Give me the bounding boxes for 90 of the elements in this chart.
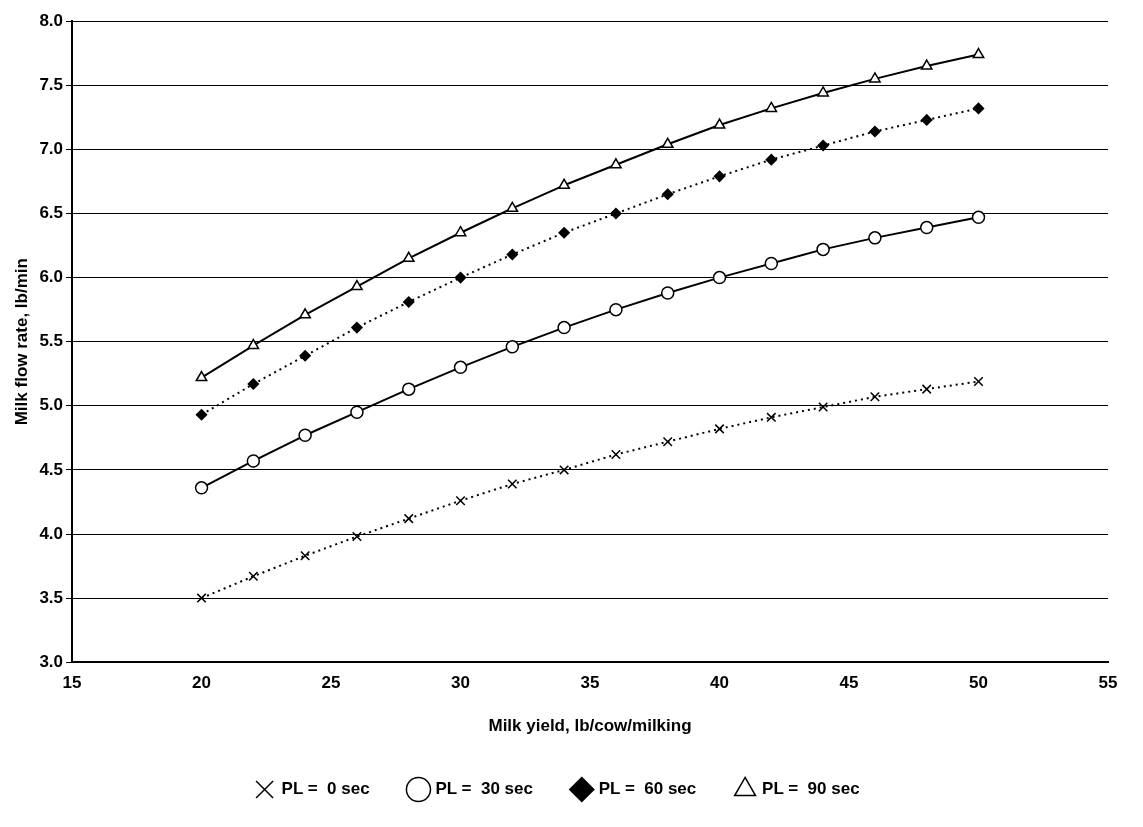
x-tick-label: 30 [451,673,470,693]
x-tick-label: 25 [321,673,341,693]
point [765,101,778,113]
point [403,513,414,524]
point [921,384,932,395]
x-tick-label: 55 [1098,673,1118,693]
point [764,256,779,271]
y-tick-label: 3.5 [39,587,64,607]
point [300,550,311,561]
point [299,350,311,362]
point [869,391,880,402]
point [920,59,933,70]
point [713,170,726,183]
y-axis-title: Milk flow rate, lb/min [11,258,31,426]
x-axis-title: Milk yield, lb/cow/milking [488,716,692,736]
point [557,320,571,335]
point [299,308,312,319]
y-tick-label: 3.0 [39,651,64,671]
point [351,321,363,334]
y-tick-label: 5.5 [39,331,64,351]
point [610,207,622,220]
point [506,201,519,213]
point [246,454,261,468]
point [660,286,675,300]
point [713,118,726,129]
point [455,495,466,506]
point [248,571,259,582]
y-tick-label: 4.0 [39,523,64,543]
x-tick-label: 45 [839,673,859,693]
point [453,360,468,375]
y-tick-label: 6.0 [39,267,64,287]
point [818,402,829,413]
point [766,412,777,423]
x-tick-label: 40 [710,673,729,693]
point [454,225,467,237]
x-tick-label: 15 [62,673,82,693]
point [454,271,467,284]
y-tick-label: 6.5 [39,203,64,223]
y-tick-label: 7.0 [39,139,64,159]
point [351,531,362,542]
legend-label: PL = 60 sec [598,779,697,799]
point [195,370,208,382]
point [609,302,623,317]
x-tick-label: 20 [192,673,211,693]
x-tick-label: 35 [580,673,600,693]
point [402,251,415,263]
point [972,102,985,115]
point [868,72,881,83]
legend-label: PL = 30 sec [435,779,533,799]
point [558,178,571,190]
point [661,188,674,201]
point [973,376,984,387]
point [609,158,622,169]
y-tick-label: 7.5 [39,74,64,94]
point [195,409,208,421]
y-tick-label: 5.0 [39,395,64,415]
point [765,153,778,166]
point [506,248,519,261]
x-tick-label: 50 [969,673,988,693]
point [402,296,415,308]
point [194,481,209,495]
point [559,464,570,475]
point [817,139,829,152]
point [712,270,727,285]
point [558,226,570,239]
point [610,449,621,460]
point [661,137,674,149]
point [507,479,518,489]
point [971,210,986,225]
point [920,114,933,126]
point [401,382,416,396]
point [662,436,673,447]
point [919,220,934,235]
point [196,593,207,604]
legend-label: PL = 90 sec [762,779,860,799]
point [247,338,260,350]
point [247,378,260,390]
point [869,125,881,138]
y-tick-label: 4.5 [39,459,64,479]
y-tick-label: 8.0 [39,10,64,30]
legend-label: PL = 0 sec [281,779,370,799]
point [350,279,363,291]
point [816,242,830,257]
point [298,428,312,443]
point [714,423,725,434]
point [350,405,364,419]
point [972,47,985,59]
point [817,86,830,97]
point [505,340,520,354]
point [868,231,882,245]
